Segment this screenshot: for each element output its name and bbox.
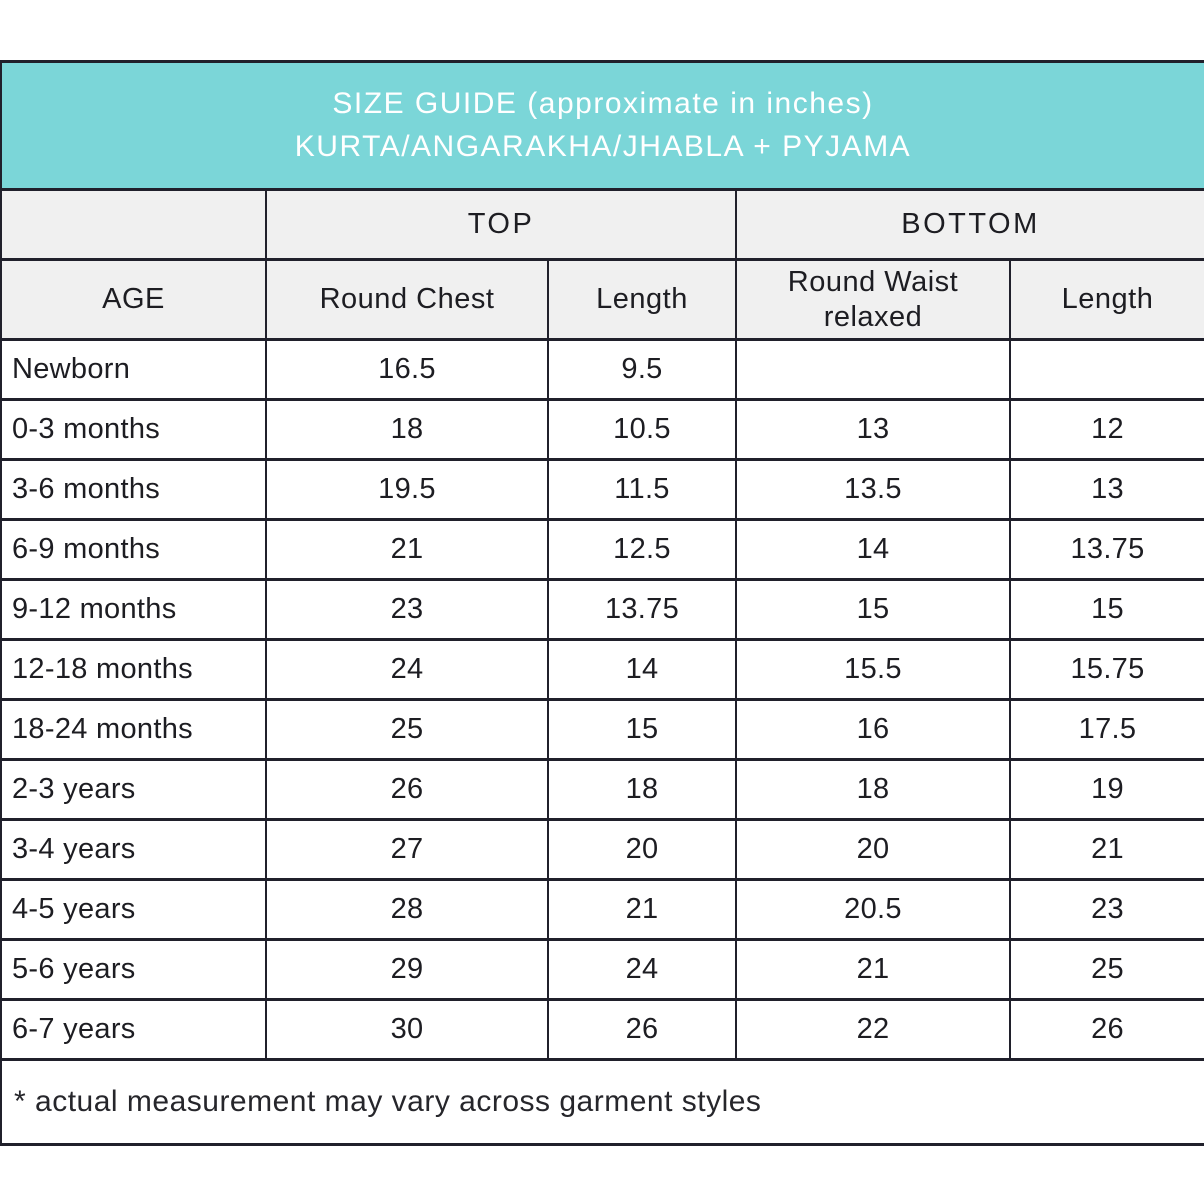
column-header-bottom-length: Length xyxy=(1008,258,1204,341)
group-header-row: TOP BOTTOM xyxy=(0,188,1204,261)
round-waist-cell: 16 xyxy=(735,698,1011,761)
top-length-cell: 10.5 xyxy=(547,398,737,461)
round-chest-cell: 18 xyxy=(265,398,549,461)
table-title: SIZE GUIDE (approximate in inches) KURTA… xyxy=(0,60,1204,191)
age-cell: 6-9 months xyxy=(0,518,267,581)
bottom-length-cell: 12 xyxy=(1008,398,1204,461)
column-header-top-length: Length xyxy=(547,258,737,341)
round-waist-cell: 20 xyxy=(735,818,1011,881)
age-cell: 0-3 months xyxy=(0,398,267,461)
bottom-length-cell: 13.75 xyxy=(1008,518,1204,581)
round-chest-cell: 28 xyxy=(265,878,549,941)
table-row: 3-6 months 19.5 11.5 13.5 13 xyxy=(0,458,1204,521)
table-row: 6-7 years 30 26 22 26 xyxy=(0,998,1204,1061)
round-chest-cell: 29 xyxy=(265,938,549,1001)
age-cell: 18-24 months xyxy=(0,698,267,761)
age-cell: Newborn xyxy=(0,338,267,401)
group-header-bottom: BOTTOM xyxy=(734,188,1204,261)
column-header-row: AGE Round Chest Length Round Waist relax… xyxy=(0,258,1204,341)
table-row: 9-12 months 23 13.75 15 15 xyxy=(0,578,1204,641)
size-guide-table: SIZE GUIDE (approximate in inches) KURTA… xyxy=(0,60,1204,1146)
age-cell: 3-4 years xyxy=(0,818,267,881)
bottom-length-cell: 15.75 xyxy=(1008,638,1204,701)
bottom-length-cell: 26 xyxy=(1008,998,1204,1061)
age-cell: 6-7 years xyxy=(0,998,267,1061)
bottom-length-cell: 21 xyxy=(1008,818,1204,881)
bottom-length-cell: 19 xyxy=(1008,758,1204,821)
age-cell: 4-5 years xyxy=(0,878,267,941)
table-row: 6-9 months 21 12.5 14 13.75 xyxy=(0,518,1204,581)
round-waist-cell: 15.5 xyxy=(735,638,1011,701)
top-length-cell: 12.5 xyxy=(547,518,737,581)
round-chest-cell: 21 xyxy=(265,518,549,581)
round-waist-cell: 13 xyxy=(735,398,1011,461)
table-row: 0-3 months 18 10.5 13 12 xyxy=(0,398,1204,461)
age-cell: 3-6 months xyxy=(0,458,267,521)
top-length-cell: 21 xyxy=(547,878,737,941)
table-row: 3-4 years 27 20 20 21 xyxy=(0,818,1204,881)
round-chest-cell: 27 xyxy=(265,818,549,881)
column-header-round-waist: Round Waist relaxed xyxy=(735,258,1011,341)
top-length-cell: 15 xyxy=(547,698,737,761)
age-cell: 9-12 months xyxy=(0,578,267,641)
round-waist-cell: 20.5 xyxy=(735,878,1011,941)
top-length-cell: 20 xyxy=(547,818,737,881)
top-length-cell: 24 xyxy=(547,938,737,1001)
table-row: 12-18 months 24 14 15.5 15.75 xyxy=(0,638,1204,701)
round-waist-cell: 22 xyxy=(735,998,1011,1061)
table-row: 5-6 years 29 24 21 25 xyxy=(0,938,1204,1001)
round-chest-cell: 24 xyxy=(265,638,549,701)
table-row: 4-5 years 28 21 20.5 23 xyxy=(0,878,1204,941)
round-chest-cell: 30 xyxy=(265,998,549,1061)
top-length-cell: 18 xyxy=(547,758,737,821)
round-chest-cell: 26 xyxy=(265,758,549,821)
age-cell: 2-3 years xyxy=(0,758,267,821)
round-waist-cell: 18 xyxy=(735,758,1011,821)
footnote-text: * actual measurement may vary across gar… xyxy=(0,1058,1204,1146)
title-line-1: SIZE GUIDE (approximate in inches) xyxy=(332,86,874,120)
group-header-spacer xyxy=(0,188,267,261)
round-chest-cell: 16.5 xyxy=(265,338,549,401)
column-header-age: AGE xyxy=(0,258,267,341)
title-line-2: KURTA/ANGARAKHA/JHABLA + PYJAMA xyxy=(294,129,912,163)
round-waist-cell: 13.5 xyxy=(735,458,1011,521)
column-header-round-chest: Round Chest xyxy=(265,258,549,341)
bottom-length-cell: 15 xyxy=(1008,578,1204,641)
footnote-row: * actual measurement may vary across gar… xyxy=(0,1058,1204,1146)
top-length-cell: 26 xyxy=(547,998,737,1061)
round-waist-cell: 14 xyxy=(735,518,1011,581)
top-length-cell: 9.5 xyxy=(547,338,737,401)
age-cell: 5-6 years xyxy=(0,938,267,1001)
round-chest-cell: 25 xyxy=(265,698,549,761)
bottom-length-cell: 17.5 xyxy=(1008,698,1204,761)
title-row: SIZE GUIDE (approximate in inches) KURTA… xyxy=(0,60,1204,191)
round-waist-cell: 15 xyxy=(735,578,1011,641)
round-waist-cell xyxy=(735,338,1011,401)
bottom-length-cell: 25 xyxy=(1008,938,1204,1001)
bottom-length-cell: 13 xyxy=(1008,458,1204,521)
table-row: 18-24 months 25 15 16 17.5 xyxy=(0,698,1204,761)
top-length-cell: 11.5 xyxy=(547,458,737,521)
bottom-length-cell: 23 xyxy=(1008,878,1204,941)
round-chest-cell: 19.5 xyxy=(265,458,549,521)
top-length-cell: 13.75 xyxy=(547,578,737,641)
bottom-length-cell xyxy=(1008,338,1204,401)
table-row: 2-3 years 26 18 18 19 xyxy=(0,758,1204,821)
round-waist-cell: 21 xyxy=(735,938,1011,1001)
age-cell: 12-18 months xyxy=(0,638,267,701)
top-length-cell: 14 xyxy=(547,638,737,701)
group-header-top: TOP xyxy=(265,188,737,261)
table-row: Newborn 16.5 9.5 xyxy=(0,338,1204,401)
round-chest-cell: 23 xyxy=(265,578,549,641)
